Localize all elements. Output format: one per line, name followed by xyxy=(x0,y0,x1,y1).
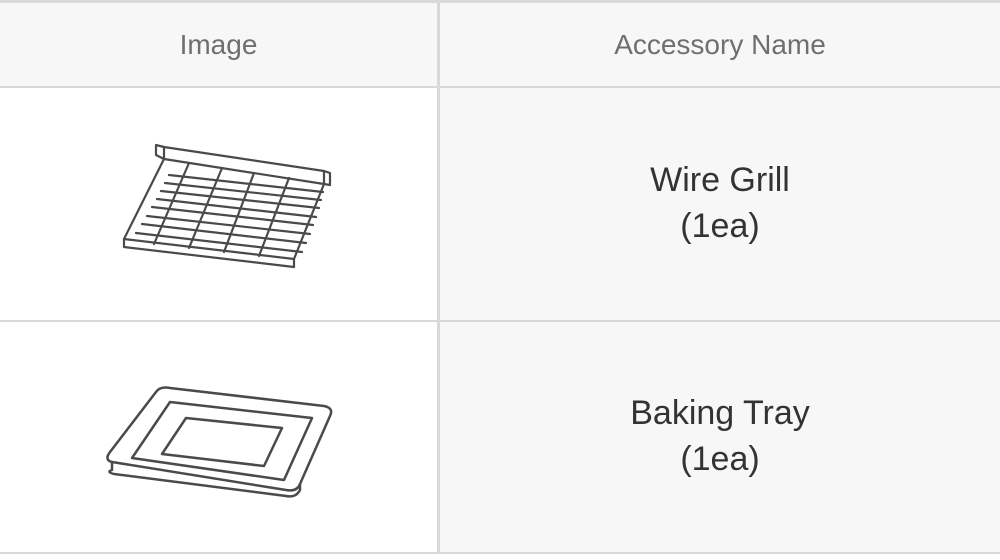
image-cell xyxy=(0,88,440,320)
accessory-name-line2: (1ea) xyxy=(630,437,810,483)
accessory-name: Baking Tray (1ea) xyxy=(630,391,810,483)
accessory-name-line2: (1ea) xyxy=(650,204,790,250)
accessory-name-line1: Wire Grill xyxy=(650,158,790,204)
header-cell-name: Accessory Name xyxy=(440,3,1000,86)
table-row: Baking Tray (1ea) xyxy=(0,322,1000,554)
name-cell: Wire Grill (1ea) xyxy=(440,88,1000,320)
accessory-name: Wire Grill (1ea) xyxy=(650,158,790,250)
baking-tray-icon xyxy=(84,362,354,512)
accessory-name-line1: Baking Tray xyxy=(630,391,810,437)
header-label-name: Accessory Name xyxy=(614,29,826,61)
accessories-table: Image Accessory Name xyxy=(0,0,1000,560)
table-header-row: Image Accessory Name xyxy=(0,0,1000,88)
header-cell-image: Image xyxy=(0,3,440,86)
header-label-image: Image xyxy=(180,29,258,61)
image-cell xyxy=(0,322,440,552)
table-row: Wire Grill (1ea) xyxy=(0,88,1000,322)
wire-grill-icon xyxy=(94,129,344,279)
name-cell: Baking Tray (1ea) xyxy=(440,322,1000,552)
